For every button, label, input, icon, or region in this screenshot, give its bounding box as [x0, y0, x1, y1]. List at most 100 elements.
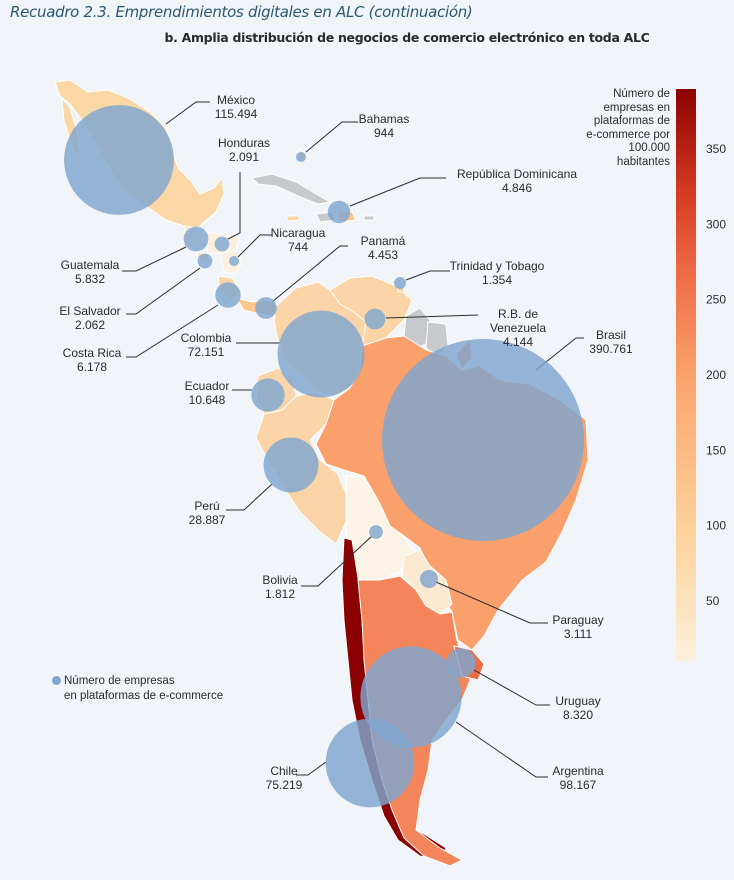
label-name: República Dominicana — [457, 167, 577, 181]
label-bolivia: Bolivia 1.812 — [262, 573, 298, 601]
leader-line-el-salvador — [126, 267, 201, 315]
country-cuba — [251, 173, 331, 205]
label-value: 2.091 — [229, 150, 259, 164]
bubble-nicaragua — [229, 256, 239, 266]
label-bahamas: Bahamas 944 — [359, 112, 410, 140]
colorbar-tick-150: 150 — [706, 443, 726, 457]
label-trinidad-y-tobago: Trinidad y Tobago 1.354 — [450, 259, 545, 287]
label-name: Uruguay — [555, 694, 600, 708]
colorbar-tick-50: 50 — [706, 594, 720, 608]
label-name: Perú — [194, 499, 219, 513]
bubble-panama — [255, 297, 277, 319]
label-name: Colombia — [181, 331, 232, 345]
leader-line-bahamas — [305, 121, 358, 153]
bubble-el-salvador — [197, 253, 213, 269]
label-nicaragua: Nicaragua 744 — [271, 226, 326, 254]
label-value: 98.167 — [560, 778, 597, 792]
label-name: El Salvador — [59, 304, 120, 318]
bubble-guatemala — [183, 226, 209, 252]
bubble-mexico — [64, 105, 174, 215]
label-value: 75.219 — [266, 778, 303, 792]
leader-line-uruguay — [473, 669, 550, 706]
legend-bubble-icon — [52, 676, 61, 685]
label-name: Bolivia — [262, 573, 298, 587]
leader-line-republica-dominicana — [349, 177, 446, 207]
bubble-costa-rica — [215, 282, 241, 308]
label-colombia: Colombia 72.151 — [181, 331, 232, 359]
leader-line-mexico — [165, 101, 210, 125]
label-value: 1.354 — [482, 273, 512, 287]
figure-title: b. Amplia distribución de negocios de co… — [164, 30, 650, 45]
bubble-legend: Número de empresas en plataformas de e-c… — [52, 674, 224, 704]
label-name: Nicaragua — [271, 226, 326, 240]
label-ecuador: Ecuador 10.648 — [185, 379, 230, 407]
label-name: México — [217, 93, 255, 107]
leader-line-r-b-de-venezuela — [385, 314, 479, 319]
label-value: 8.320 — [563, 708, 593, 722]
colorbar-tick-250: 250 — [706, 293, 726, 307]
label-value: 4.144 — [503, 335, 533, 349]
label-name: Chile — [270, 764, 298, 778]
bubble-paraguay — [419, 569, 439, 589]
label-name: Brasil — [596, 328, 626, 342]
label-name: Honduras — [218, 136, 270, 150]
colorbar-title: Número de empresas en plataformas de e-c… — [586, 88, 670, 168]
colorbar — [676, 89, 696, 661]
legend-line-1: Número de empresas — [64, 675, 175, 687]
country-puerto-rico — [363, 215, 375, 221]
legend-line-2: en plataformas de e-commerce — [64, 690, 224, 702]
label-value: 28.887 — [189, 513, 226, 527]
label-el-salvador: El Salvador 2.062 — [59, 304, 120, 332]
bubble-republica-dominicana — [327, 200, 351, 224]
label-honduras: Honduras 2.091 — [218, 136, 270, 164]
label-value: 944 — [374, 126, 394, 140]
label-value: 72.151 — [188, 345, 225, 359]
label-name: Costa Rica — [63, 346, 122, 360]
label-guatemala: Guatemala 5.832 — [61, 258, 120, 286]
bubble-bolivia — [369, 525, 383, 539]
colorbar-tick-300: 300 — [706, 217, 726, 231]
label-chile: Chile 75.219 — [266, 764, 303, 792]
label-value: 4.453 — [368, 248, 398, 262]
label-r-b-de-venezuela: R.B. de Venezuela 4.144 — [490, 307, 546, 349]
label-value: 10.648 — [189, 393, 226, 407]
box-title: Recuadro 2.3. Emprendimientos digitales … — [10, 3, 473, 21]
label-republica-dominicana: República Dominicana 4.846 — [457, 167, 577, 195]
leader-line-trinidad-y-tobago — [405, 270, 450, 281]
label-uruguay: Uruguay 8.320 — [555, 694, 600, 722]
label-value: 6.178 — [77, 360, 107, 374]
leader-line-argentina — [455, 721, 548, 778]
bubble-ecuador — [251, 378, 285, 412]
label-name: Guatemala — [61, 258, 120, 272]
bubble-peru — [263, 437, 319, 493]
bubble-chile — [325, 718, 415, 808]
label-name: Trinidad y Tobago — [450, 259, 545, 273]
leader-line-paraguay — [435, 581, 548, 624]
leader-line-bolivia — [301, 535, 373, 587]
bubble-brasil — [382, 339, 584, 541]
bubble-r-b-de-venezuela — [364, 308, 386, 330]
label-value: 390.761 — [589, 342, 633, 356]
label-value: 5.832 — [75, 272, 105, 286]
label-costa-rica: Costa Rica 6.178 — [63, 346, 122, 374]
label-value: 2.062 — [75, 318, 105, 332]
country-jamaica — [285, 215, 301, 222]
colorbar-tick-350: 350 — [706, 142, 726, 156]
leader-line-brasil — [535, 337, 584, 371]
label-name: Panamá — [361, 234, 406, 248]
label-name: Ecuador — [185, 379, 230, 393]
leader-line-peru — [226, 483, 273, 511]
label-argentina: Argentina 98.167 — [552, 764, 604, 792]
leader-line-chile — [296, 761, 327, 776]
bubble-colombia — [277, 310, 365, 398]
leader-line-guatemala — [122, 246, 187, 272]
label-value: 1.812 — [265, 587, 295, 601]
leader-line-panama — [271, 245, 348, 303]
label-peru: Perú 28.887 — [189, 499, 226, 527]
label-paraguay: Paraguay 3.111 — [552, 613, 603, 641]
label-brasil: Brasil 390.761 — [589, 328, 633, 356]
leader-line-nicaragua — [237, 234, 272, 258]
leader-line-honduras — [227, 172, 241, 240]
bubble-honduras — [214, 236, 230, 252]
